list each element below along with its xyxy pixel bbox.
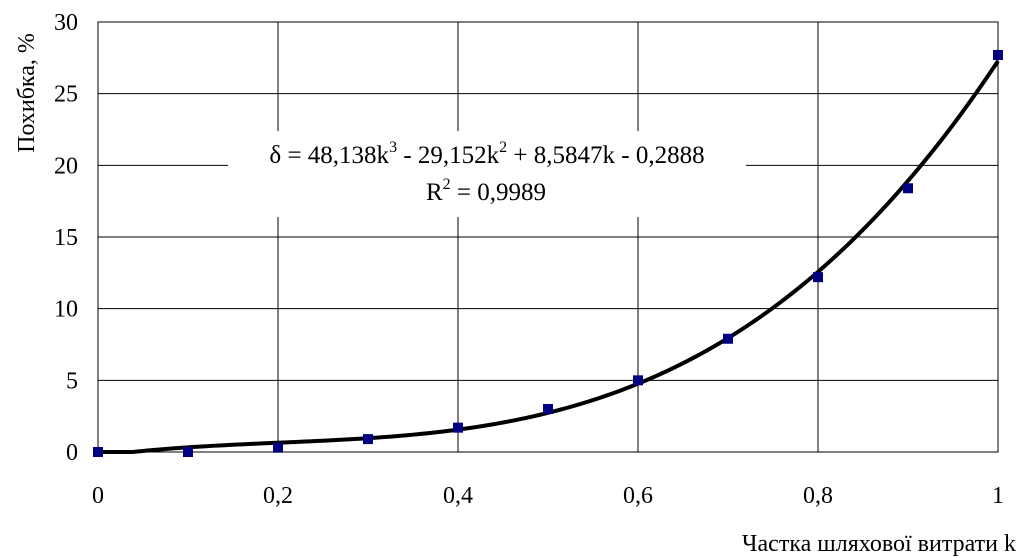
data-point xyxy=(723,333,733,344)
r-squared-a: R xyxy=(426,179,443,206)
y-tick-label: 25 xyxy=(54,82,78,108)
x-axis-title: Частка шляхової витрати k xyxy=(742,531,1016,557)
x-tick-label: 0,4 xyxy=(443,483,473,509)
r-squared-text: R2 = 0,9989 xyxy=(426,176,546,206)
equation-part-b: - 29,152k xyxy=(397,142,500,169)
data-point xyxy=(903,183,913,194)
data-point xyxy=(273,442,283,453)
y-tick-label: 0 xyxy=(66,440,78,466)
y-tick-label: 10 xyxy=(54,297,78,323)
equation-sup-b: 2 xyxy=(499,139,507,156)
y-tick-labels: 0 5 10 15 20 25 30 xyxy=(54,10,78,466)
y-tick-label: 5 xyxy=(66,368,78,394)
data-point xyxy=(363,434,373,445)
data-point xyxy=(543,404,553,414)
x-tick-label: 0,6 xyxy=(623,483,653,509)
x-tick-label: 1 xyxy=(992,483,1004,509)
x-tick-label: 0,2 xyxy=(263,483,293,509)
data-point xyxy=(813,272,823,283)
data-points xyxy=(93,49,1003,457)
data-point xyxy=(183,447,193,457)
plot-frame xyxy=(97,21,999,453)
equation-sup-a: 3 xyxy=(389,139,397,156)
y-tick-label: 30 xyxy=(54,10,78,36)
equation-part-c: + 8,5847k - 0,2888 xyxy=(507,142,704,169)
y-tick-label: 20 xyxy=(54,153,78,179)
x-tick-label: 0 xyxy=(92,483,104,509)
y-axis-title: Похибка, % xyxy=(14,33,40,153)
data-point xyxy=(633,375,643,386)
data-point xyxy=(993,49,1003,60)
equation-text: δ = 48,138k3 - 29,152k2 + 8,5847k - 0,28… xyxy=(269,139,704,169)
trendline-group xyxy=(98,59,1000,454)
y-tick-label: 15 xyxy=(54,225,78,251)
data-point xyxy=(453,422,463,433)
x-tick-labels: 0 0,2 0,4 0,6 0,8 1 xyxy=(92,483,1004,509)
data-point xyxy=(93,447,103,457)
trendline xyxy=(98,59,1000,454)
equation-background xyxy=(228,131,746,217)
x-tick-label: 0,8 xyxy=(803,483,833,509)
r-squared-sup: 2 xyxy=(443,176,451,193)
grid xyxy=(97,21,999,453)
r-squared-b: = 0,9989 xyxy=(451,179,546,206)
equation-part-a: δ = 48,138k xyxy=(269,142,389,169)
